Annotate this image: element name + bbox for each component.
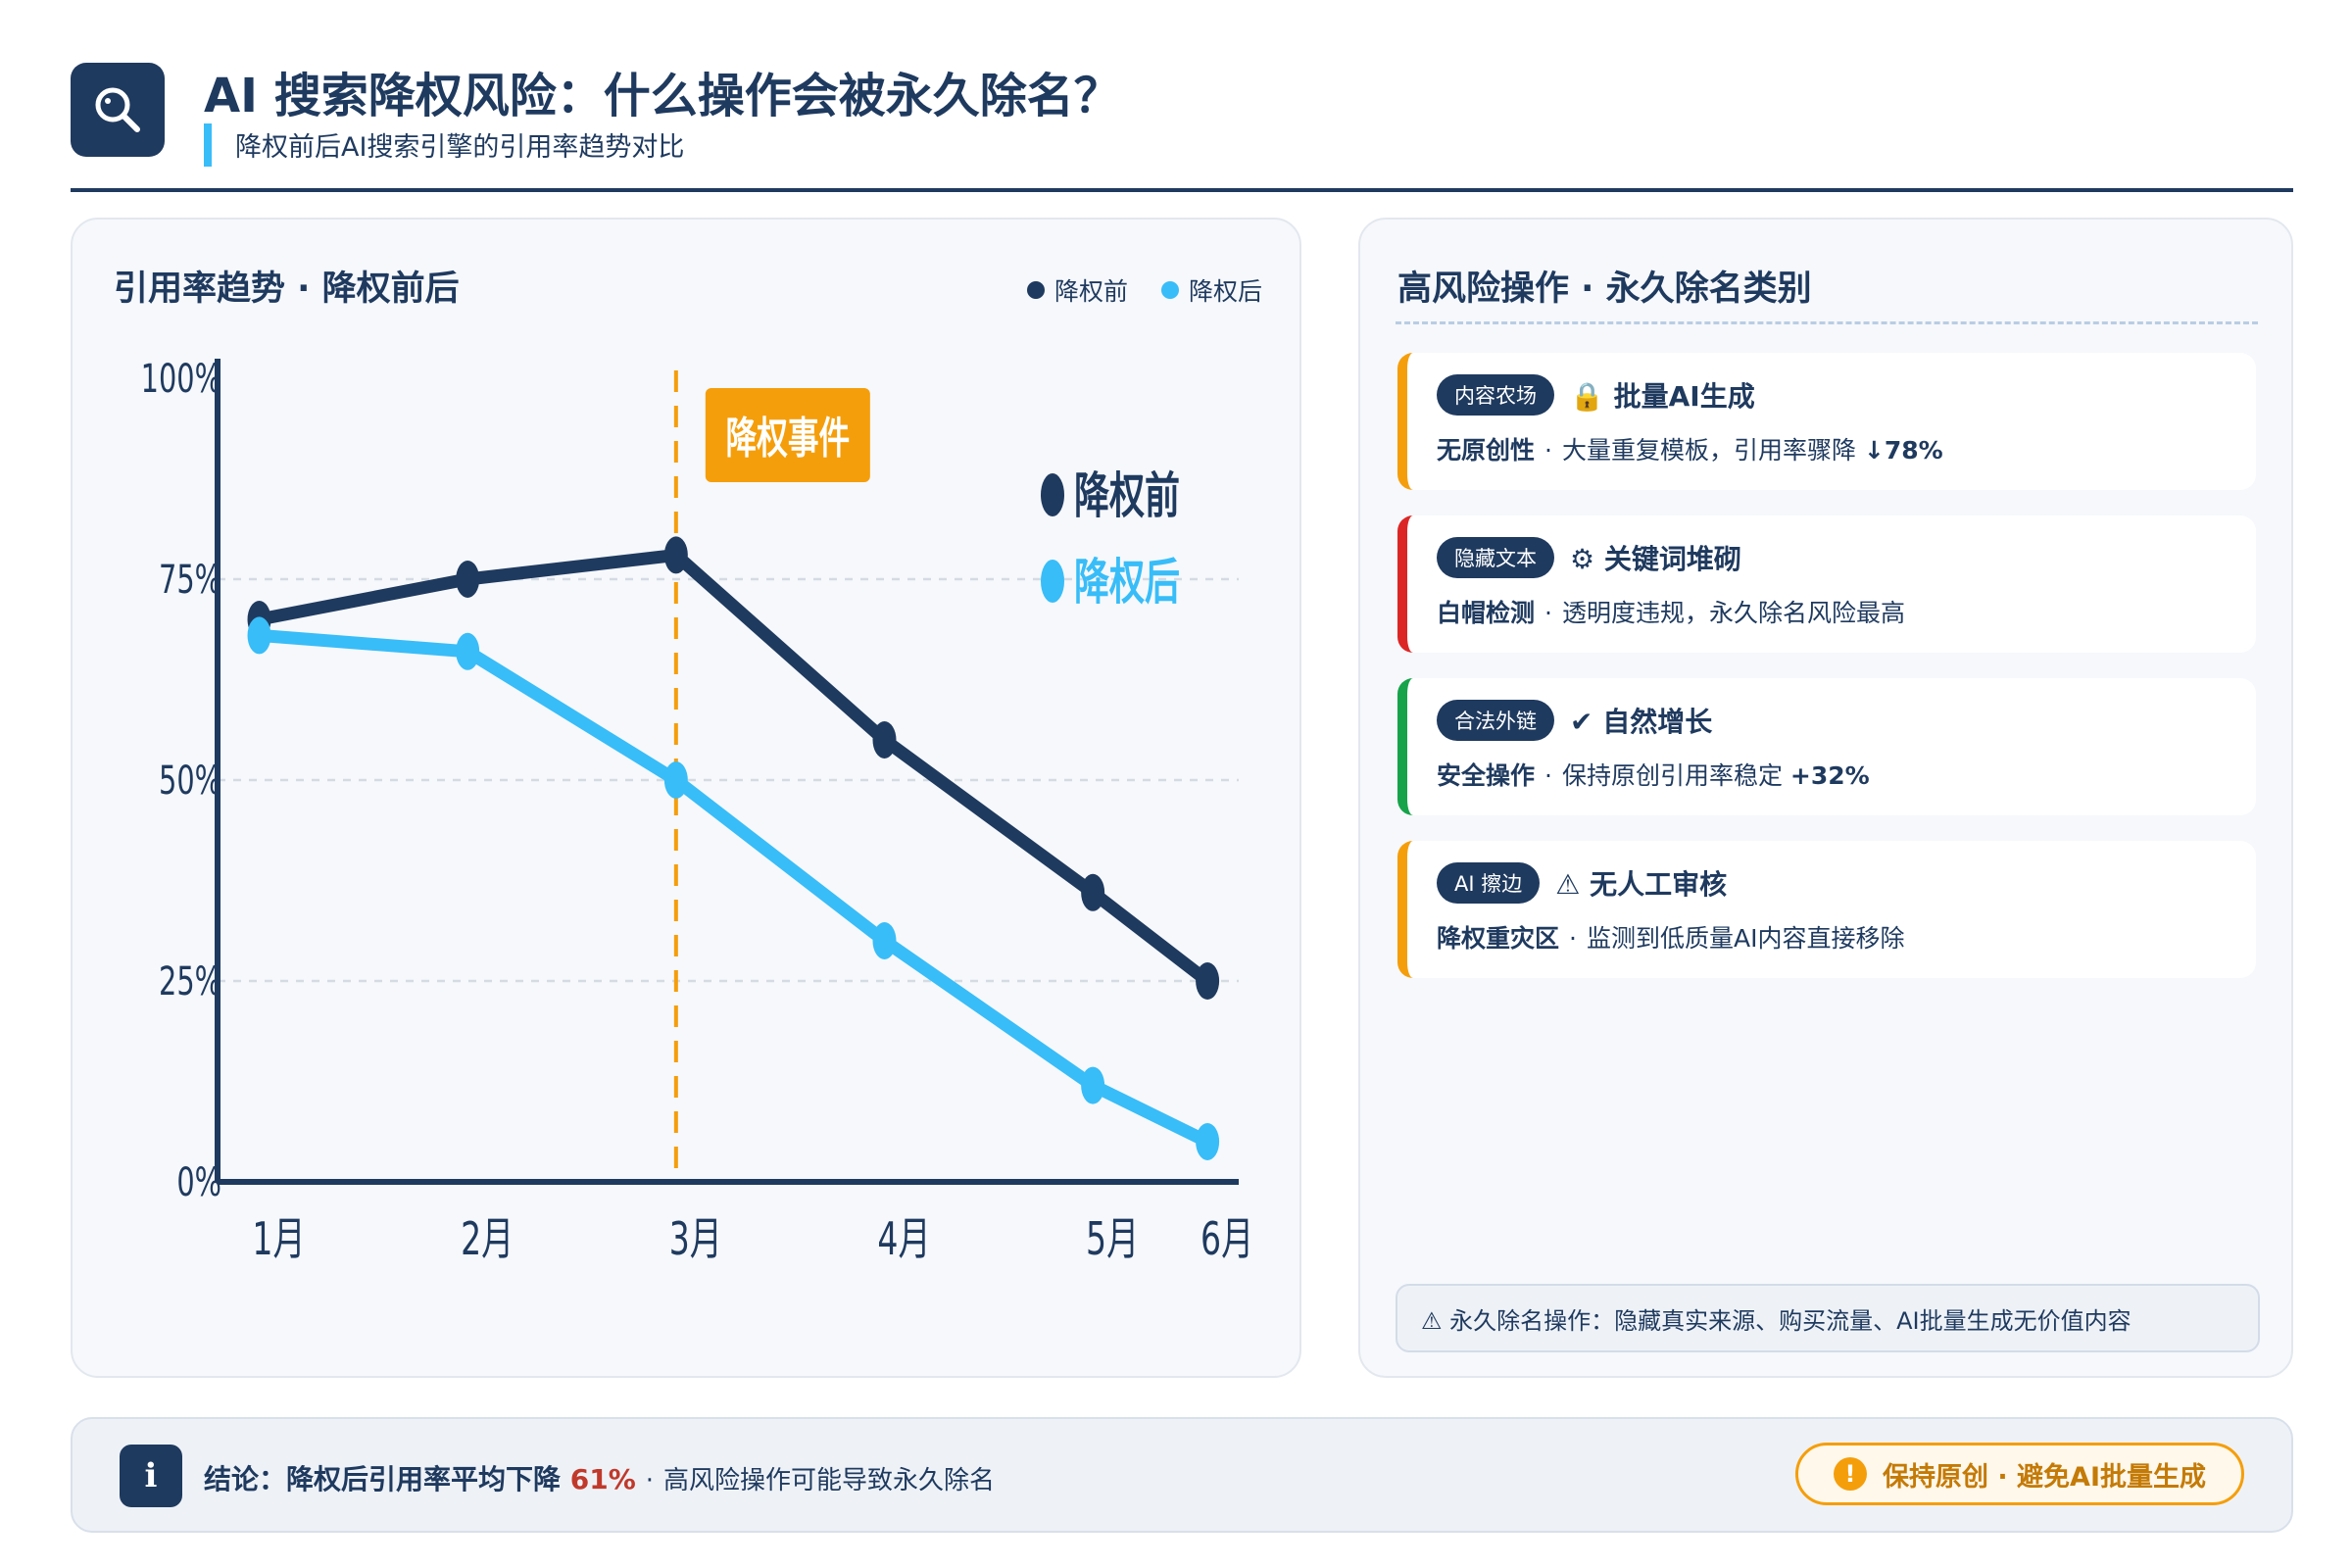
header-divider (71, 188, 2293, 192)
risk-label: 无原创性 (1437, 436, 1536, 465)
conclusion-value: 61% (569, 1463, 636, 1495)
legend-dot-before (1026, 281, 1045, 299)
data-point (247, 616, 271, 655)
conclusion-lead: 结论：降权后引用率平均下降 (204, 1463, 570, 1495)
conclusion-rest: 高风险操作可能导致永久除名 (663, 1466, 996, 1495)
data-point (1081, 1066, 1105, 1104)
risk-card-content-farm[interactable]: 内容农场 🔒 批量AI生成 无原创性 · 大量重复模板，引用率骤降 ↓78% (1397, 353, 2256, 490)
risk-tag: 合法外链 (1437, 700, 1554, 741)
info-icon: i (120, 1445, 182, 1507)
alert-icon: ! (1834, 1457, 1867, 1491)
risk-tag: 隐藏文本 (1437, 537, 1554, 578)
y-tick-label: 25% (159, 959, 221, 1004)
y-tick-label: 0% (176, 1160, 221, 1205)
badge-label: 保持原创 · 避免AI批量生成 (1883, 1461, 2206, 1493)
y-tick-label: 100% (141, 357, 221, 402)
risk-detail: 监测到低质量AI内容直接移除 (1586, 924, 1905, 953)
chart-panel: 引用率趋势 · 降权前后 降权前 降权后 0% 25% 50% 75% 100% 1月 2月… (71, 218, 1301, 1378)
legend-dot-after (1160, 281, 1179, 299)
y-tick-label: 50% (159, 759, 221, 804)
warning-icon: ⚠ (1555, 868, 1581, 901)
risk-metric: +32% (1789, 761, 1870, 790)
gear-icon: ⚙ (1570, 543, 1595, 575)
risk-tag: AI 擦边 (1437, 862, 1541, 904)
x-tick-label: 5月 (1086, 1214, 1139, 1266)
data-point (456, 561, 480, 598)
y-tick-label: 75% (159, 558, 221, 603)
keep-original-badge[interactable]: ! 保持原创 · 避免AI批量生成 (1795, 1443, 2244, 1505)
data-point (663, 536, 688, 574)
risk-headline: 自然增长 (1602, 706, 1713, 738)
data-point (1081, 873, 1105, 911)
risk-metric: ↓78% (1863, 436, 1943, 465)
x-tick-label: 3月 (669, 1214, 722, 1266)
x-tick-label: 4月 (877, 1214, 930, 1266)
risk-card-hidden-text[interactable]: 隐藏文本 ⚙ 关键词堆砌 白帽检测 · 透明度违规，永久除名风险最高 (1397, 515, 2256, 653)
risk-card-legit-links[interactable]: 合法外链 ✔ 自然增长 安全操作 · 保持原创引用率稳定 +32% (1397, 678, 2256, 815)
legend-label-before: 降权前 (1054, 277, 1128, 306)
risk-panel-divider (1396, 321, 2258, 324)
legend-marker (1041, 560, 1064, 603)
series-line-before (253, 548, 1214, 988)
legend-item-before: 降权前 (1026, 272, 1128, 308)
risk-detail: 保持原创引用率稳定 (1561, 761, 1790, 790)
check-icon: ✔ (1570, 706, 1593, 738)
risk-panel-title: 高风险操作 · 永久除名类别 (1397, 270, 1812, 309)
data-point (456, 632, 480, 670)
event-label-box (705, 388, 870, 482)
data-point (1196, 962, 1220, 1000)
risk-headline: 批量AI生成 (1613, 380, 1755, 413)
risk-detail: 大量重复模板，引用率骤降 (1561, 436, 1864, 465)
risk-label: 安全操作 (1437, 761, 1536, 790)
conclusion-text: 结论：降权后引用率平均下降 61% · 高风险操作可能导致永久除名 (204, 1458, 995, 1497)
series-line-after (253, 628, 1214, 1149)
data-point (663, 761, 688, 799)
risk-tag: 内容农场 (1437, 374, 1554, 416)
data-point (1196, 1123, 1220, 1160)
subtitle-accent-bar (204, 123, 212, 167)
page-subtitle: 降权前后AI搜索引擎的引用率趋势对比 (235, 132, 685, 163)
chart-legend-small: 降权前 降权后 (1026, 272, 1262, 308)
legend-item-after: 降权后 (1160, 272, 1262, 308)
risk-label: 降权重灾区 (1437, 924, 1560, 953)
risk-detail: 透明度违规，永久除名风险最高 (1561, 599, 1905, 627)
x-tick-label: 2月 (461, 1214, 514, 1266)
risk-card-ai-edge[interactable]: AI 擦边 ⚠ 无人工审核 降权重灾区 · 监测到低质量AI内容直接移除 (1397, 841, 2256, 978)
legend-marker (1041, 473, 1064, 516)
event-label: 降权事件 (725, 414, 850, 465)
lock-icon: 🔒 (1570, 380, 1604, 413)
conclusion-separator: · (645, 1466, 655, 1495)
chart-panel-title: 引用率趋势 · 降权前后 (114, 270, 460, 309)
permanent-removal-warning: ⚠ 永久除名操作：隐藏真实来源、购买流量、AI批量生成无价值内容 (1396, 1284, 2260, 1352)
data-point (872, 922, 897, 959)
x-tick-label: 6月 (1200, 1214, 1253, 1266)
data-point (872, 721, 897, 759)
risk-headline: 无人工审核 (1590, 868, 1728, 901)
legend-label-after: 降权后 (1188, 277, 1262, 306)
legend-label: 降权前 (1074, 468, 1180, 524)
legend-label: 降权后 (1074, 555, 1180, 611)
page-title: AI 搜索降权风险：什么操作会被永久除名？ (204, 69, 1121, 123)
conclusion-bar: i 结论：降权后引用率平均下降 61% · 高风险操作可能导致永久除名 ! 保持原创… (71, 1417, 2293, 1533)
x-tick-label: 1月 (252, 1214, 305, 1266)
risk-panel: 高风险操作 · 永久除名类别 内容农场 🔒 批量AI生成 无原创性 · 大量重复模板… (1358, 218, 2293, 1378)
risk-label: 白帽检测 (1437, 599, 1536, 627)
search-icon (71, 63, 165, 157)
risk-headline: 关键词堆砌 (1603, 543, 1741, 575)
